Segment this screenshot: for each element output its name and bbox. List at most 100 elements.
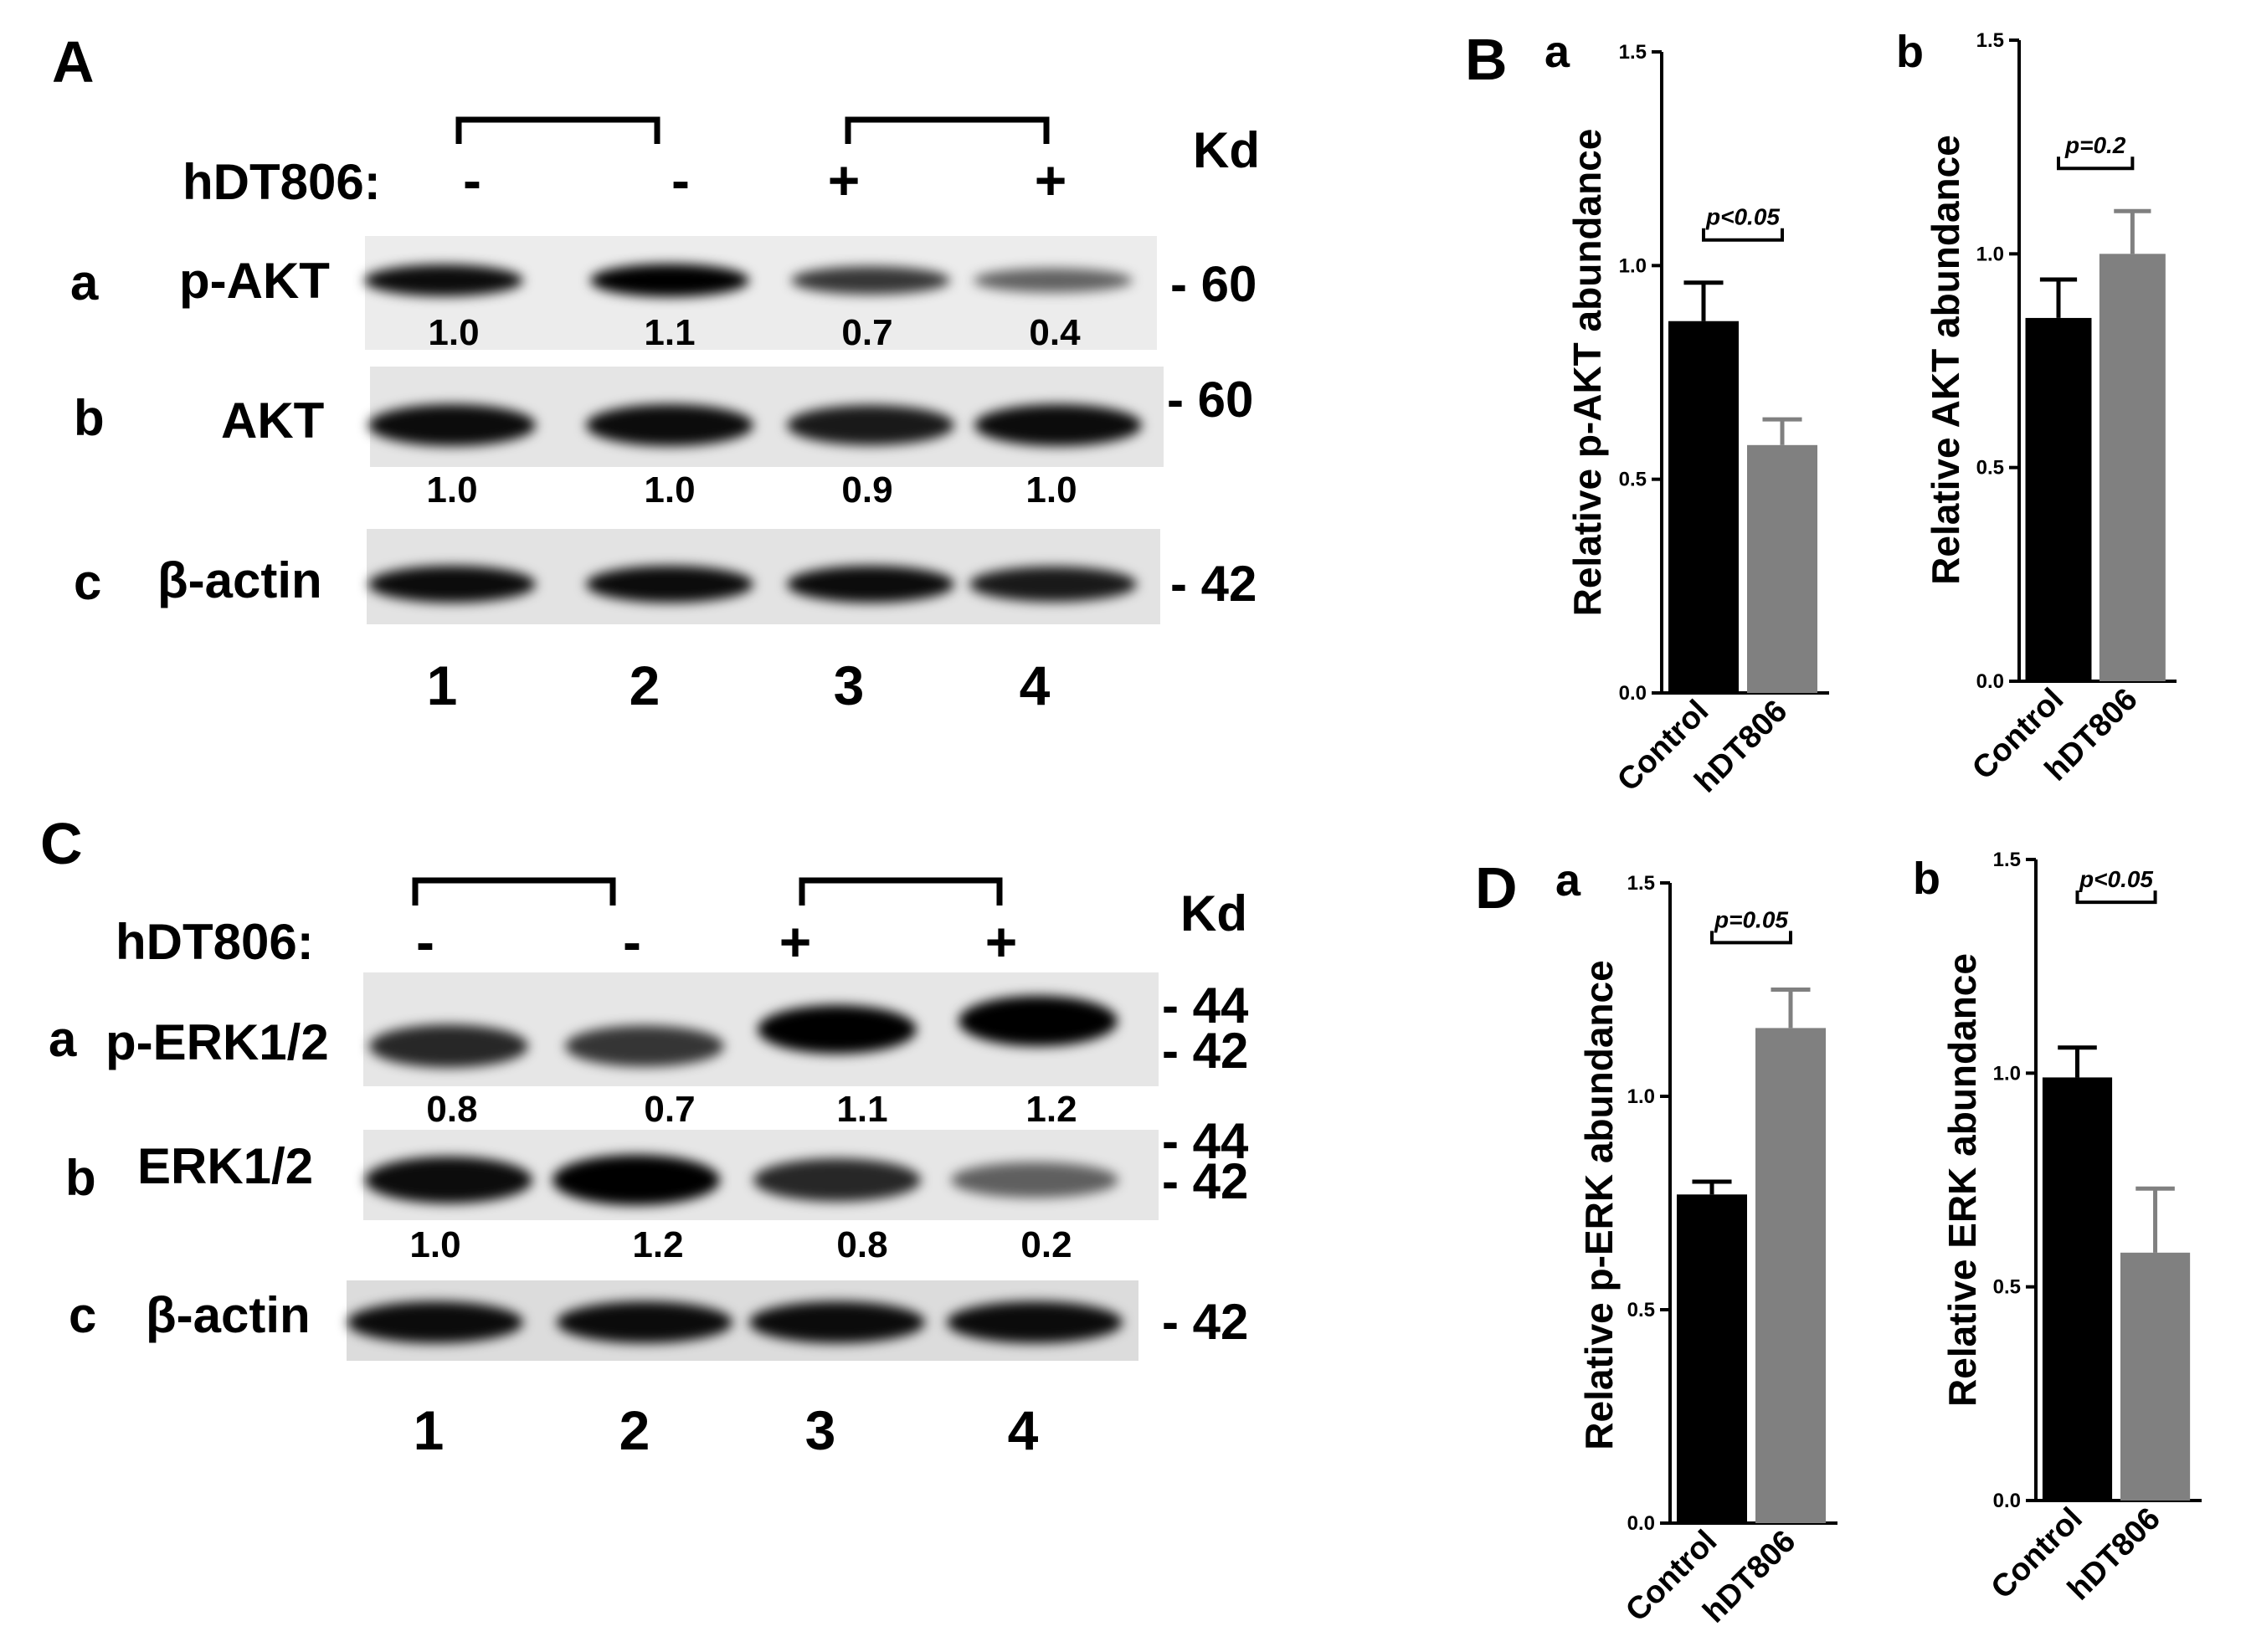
panel-a-marker-akt: - 60 <box>1167 372 1253 428</box>
chart-db-bar-2 <box>2120 1252 2191 1501</box>
panel-c-quant-erk-4: 0.2 <box>1020 1224 1072 1265</box>
chart-bb-y-tick-label: 0.5 <box>1976 457 2004 480</box>
chart-db-y-label: Relative ERK abundance <box>1940 953 1984 1407</box>
panel-c-sign-1: - <box>416 911 434 972</box>
panel-a-bracket-treated <box>845 116 1050 144</box>
panel-d-letter: D <box>1475 855 1518 921</box>
panel-c-row-c-name: β-actin <box>146 1287 311 1343</box>
panel-c-row-a-sub: a <box>49 1011 77 1067</box>
panel-a-quant-pakt-3: 0.7 <box>841 312 892 353</box>
panel-c-sign-3: + <box>779 911 812 972</box>
chart-da-sub-label: a <box>1555 855 1581 906</box>
chart-ba-sub-label: a <box>1544 27 1570 77</box>
panel-a-bands-pakt-band-4 <box>974 268 1133 293</box>
panel-a-quant-akt-3: 0.9 <box>841 469 892 510</box>
chart-db-y-tick-label: 0.5 <box>1993 1276 2021 1299</box>
panel-a-quant-akt-2: 1.0 <box>644 469 695 510</box>
panel-c-lane-1: 1 <box>414 1399 445 1461</box>
panel-c-sign-4: + <box>985 911 1018 972</box>
panel-a-blot-pakt <box>365 236 1157 350</box>
panel-a-quant-pakt-1: 1.0 <box>428 312 479 353</box>
panel-c-bands-perk <box>369 995 1118 1068</box>
chart-ba-y-tick-label: 1.0 <box>1619 254 1647 277</box>
panel-a-bracket-control <box>455 116 660 144</box>
chart-db-y-tick-label: 1.5 <box>1993 849 2021 871</box>
panel-a-bands-pakt-band-1 <box>364 264 523 296</box>
chart-bb-bar-1 <box>2025 317 2092 681</box>
panel-a-sign-1: - <box>463 149 481 211</box>
panel-a-quant-pakt-2: 1.1 <box>644 312 695 353</box>
panel-c-quant-perk-1: 0.8 <box>426 1089 477 1130</box>
panel-c-bands-erk <box>365 1154 1118 1206</box>
panel-c-bands-erk-band-1 <box>365 1157 532 1203</box>
chart-db-pvalue: p<0.05 <box>2079 866 2153 892</box>
panel-a-sign-2: - <box>671 149 690 211</box>
panel-a-bands-akt-band-1 <box>368 404 536 446</box>
panel-a-row-b-sub: b <box>74 390 105 446</box>
panel-a-bands-akt-band-2 <box>586 404 753 446</box>
panel-c-sign-2: - <box>623 911 641 972</box>
panel-a-quant-akt-1: 1.0 <box>426 469 477 510</box>
panel-c-row-b-sub: b <box>65 1150 96 1206</box>
chart-ba-y-tick-label: 0.5 <box>1619 469 1647 491</box>
panel-c-bands-erk-band-4 <box>951 1162 1118 1198</box>
panel-c-bands-actin <box>347 1301 1123 1343</box>
panel-c-row-b-name: ERK1/2 <box>137 1138 313 1194</box>
panel-a-bands-akt <box>368 404 1142 446</box>
panel-c-bands-perk-band-1 <box>369 1024 528 1068</box>
panel-c-bands-actin-band-4 <box>947 1301 1123 1343</box>
panel-a-row-c-name: β-actin <box>157 552 322 608</box>
panel-a: A hDT806: - - + + Kd a p-AKT - 60 1.0 1.… <box>52 29 1260 716</box>
chart-bb-significance-bracket <box>2057 156 2135 171</box>
panel-c-marker-erk-44: - 44 <box>1162 1113 1249 1169</box>
panel-a-quant-akt-4: 1.0 <box>1025 469 1077 510</box>
panel-a-marker-pakt: - 60 <box>1170 256 1257 312</box>
chart-bb-y-tick-label: 0.0 <box>1976 670 2004 693</box>
panel-c-marker-perk-44: - 44 <box>1162 977 1249 1034</box>
chart-bb-sub-label: b <box>1896 27 1924 77</box>
panel-a-sign-4: + <box>1035 149 1067 211</box>
panel-a-quant-pakt-4: 0.4 <box>1029 312 1081 353</box>
chart-da-y-tick-label: 1.0 <box>1627 1085 1655 1108</box>
panel-a-lane-1: 1 <box>427 654 458 716</box>
panel-c-lane-3: 3 <box>805 1399 836 1461</box>
panel-c-bands-perk-band-4 <box>959 995 1118 1047</box>
panel-c-lane-4: 4 <box>1008 1399 1039 1461</box>
panel-a-bands-actin-band-4 <box>969 566 1137 603</box>
chart-da-significance-bracket <box>1710 931 1792 945</box>
panel-c-quant-perk-4: 1.2 <box>1025 1089 1077 1130</box>
panel-c-treatment-label: hDT806: <box>116 914 314 970</box>
panel-c-row-a-name: p-ERK1/2 <box>105 1014 329 1070</box>
panel-a-bands-akt-band-3 <box>787 405 954 445</box>
chart-da-y-tick-label: 0.0 <box>1627 1512 1655 1535</box>
panel-a-lane-3: 3 <box>834 654 865 716</box>
chart-da-bar-1 <box>1677 1194 1747 1523</box>
chart-db-significance-bracket <box>2075 890 2157 905</box>
panel-c-row-c-sub: c <box>69 1287 96 1343</box>
panel-c-bands-perk-band-3 <box>758 1004 917 1054</box>
panel-c-bands-actin-band-1 <box>347 1301 523 1343</box>
panel-c-quant-perk-2: 0.7 <box>644 1089 695 1130</box>
panel-a-letter: A <box>52 29 95 95</box>
panel-c-letter: C <box>40 811 83 876</box>
panel-c-bands-erk-band-2 <box>553 1154 720 1206</box>
panel-c-lane-2: 2 <box>619 1399 650 1461</box>
chart-ba-bar-1 <box>1668 321 1739 693</box>
panel-c: C hDT806: - - + + Kd a p-ERK1/2 - 44 - 4… <box>40 811 1249 1461</box>
chart-db-y-tick-label: 1.0 <box>1993 1062 2021 1085</box>
panel-c-bands-perk-band-2 <box>565 1025 724 1067</box>
chart-bb-bar-2 <box>2099 254 2166 681</box>
panel-c-quant-perk-3: 1.1 <box>836 1089 887 1130</box>
panel-c-quant-erk-1: 1.0 <box>409 1224 460 1265</box>
panel-a-sign-3: + <box>828 149 861 211</box>
panel-c-marker-perk-42: - 42 <box>1162 1023 1248 1079</box>
panel-c-bracket-control <box>412 877 616 906</box>
chart-db-bar-1 <box>2042 1077 2113 1501</box>
chart-ba-y-tick-label: 0.0 <box>1619 682 1647 705</box>
chart-ba-pvalue: p<0.05 <box>1705 204 1780 230</box>
panel-a-bands-actin-band-2 <box>586 566 753 603</box>
